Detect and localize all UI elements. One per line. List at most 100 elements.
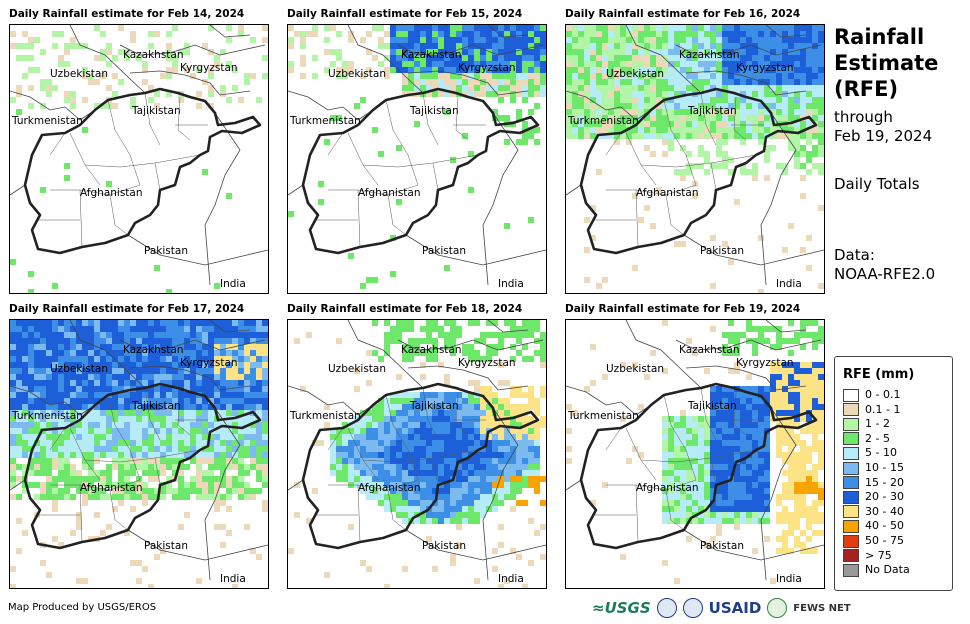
- rain-cell: [208, 422, 214, 428]
- country-label-afghanistan: Afghanistan: [636, 482, 699, 494]
- rain-cell: [426, 446, 432, 452]
- rain-cell: [70, 374, 76, 380]
- rain-cell: [154, 344, 160, 350]
- rain-cell: [770, 103, 776, 109]
- rain-cell: [734, 410, 740, 416]
- rain-cell: [662, 73, 668, 79]
- rain-cell: [130, 452, 136, 458]
- rain-cell: [710, 49, 716, 55]
- rain-cell: [788, 374, 794, 380]
- rain-cell: [226, 428, 232, 434]
- rain-cell: [734, 49, 740, 55]
- rain-cell: [330, 434, 336, 440]
- rain-cell: [166, 392, 172, 398]
- rain-cell: [214, 422, 220, 428]
- rain-cell: [172, 392, 178, 398]
- rain-cell: [776, 536, 782, 542]
- rain-cell: [468, 37, 474, 43]
- rain-cell: [510, 37, 516, 43]
- rain-cell: [396, 55, 402, 61]
- rain-cell: [16, 392, 22, 398]
- rain-cell: [184, 446, 190, 452]
- rain-cell: [396, 470, 402, 476]
- rain-cell: [800, 530, 806, 536]
- rain-cell: [540, 338, 546, 344]
- rain-cell: [704, 464, 710, 470]
- rain-cell: [118, 464, 124, 470]
- rain-cell: [740, 169, 746, 175]
- province-border: [109, 489, 129, 531]
- rain-cell: [704, 37, 710, 43]
- rain-cell: [16, 368, 22, 374]
- rain-cell: [444, 470, 450, 476]
- rain-cell: [40, 464, 46, 470]
- rain-cell: [782, 428, 788, 434]
- rain-cell: [420, 416, 426, 422]
- rain-cell: [674, 470, 680, 476]
- rain-cell: [710, 235, 716, 241]
- rain-cell: [196, 464, 202, 470]
- rain-cell: [172, 61, 178, 67]
- rain-cell: [154, 410, 160, 416]
- rain-cell: [474, 350, 480, 356]
- rain-cell: [226, 458, 232, 464]
- rain-cell: [782, 25, 788, 31]
- rain-cell: [800, 482, 806, 488]
- rain-cell: [136, 488, 142, 494]
- rain-cell: [788, 518, 794, 524]
- rain-cell: [674, 79, 680, 85]
- rain-cell: [40, 560, 46, 566]
- rain-cell: [250, 326, 256, 332]
- legend-swatch: [843, 417, 859, 431]
- rain-cell: [10, 344, 16, 350]
- rain-cell: [208, 362, 214, 368]
- rain-cell: [782, 61, 788, 67]
- rain-cell: [184, 398, 190, 404]
- rain-cell: [336, 446, 342, 452]
- rain-cell: [414, 398, 420, 404]
- legend-label: 1 - 2: [865, 417, 890, 431]
- rain-cell: [166, 91, 172, 97]
- rain-cell: [220, 85, 226, 91]
- rain-cell: [716, 506, 722, 512]
- rain-cell: [88, 434, 94, 440]
- rain-cell: [94, 416, 100, 422]
- rain-cell: [602, 482, 608, 488]
- rain-cell: [468, 458, 474, 464]
- rain-cell: [420, 85, 426, 91]
- rain-cell: [522, 392, 528, 398]
- rain-cell: [686, 338, 692, 344]
- rain-cell: [124, 398, 130, 404]
- rain-cell: [752, 31, 758, 37]
- rain-cell: [384, 446, 390, 452]
- rain-cell: [118, 320, 124, 326]
- rain-cell: [288, 37, 294, 43]
- rain-cell: [788, 79, 794, 85]
- rain-cell: [10, 584, 16, 588]
- rain-cell: [190, 350, 196, 356]
- rain-cell: [758, 55, 764, 61]
- rain-cell: [764, 392, 770, 398]
- rain-cell: [644, 121, 650, 127]
- rain-cell: [402, 350, 408, 356]
- rain-cell: [232, 458, 238, 464]
- rain-cell: [34, 356, 40, 362]
- rain-cell: [208, 25, 214, 31]
- rain-cell: [360, 488, 366, 494]
- rain-cell: [40, 440, 46, 446]
- rain-cell: [596, 61, 602, 67]
- rain-cell: [220, 542, 226, 548]
- rain-cell: [100, 326, 106, 332]
- rain-cell: [214, 326, 220, 332]
- rain-cell: [596, 97, 602, 103]
- rain-cell: [662, 85, 668, 91]
- rain-cell: [722, 163, 728, 169]
- rain-cell: [360, 37, 366, 43]
- rain-cell: [516, 440, 522, 446]
- rain-cell: [716, 133, 722, 139]
- rain-cell: [232, 464, 238, 470]
- rain-cell: [504, 440, 510, 446]
- rain-cell: [710, 428, 716, 434]
- rain-cell: [288, 25, 294, 31]
- province-border: [455, 391, 469, 436]
